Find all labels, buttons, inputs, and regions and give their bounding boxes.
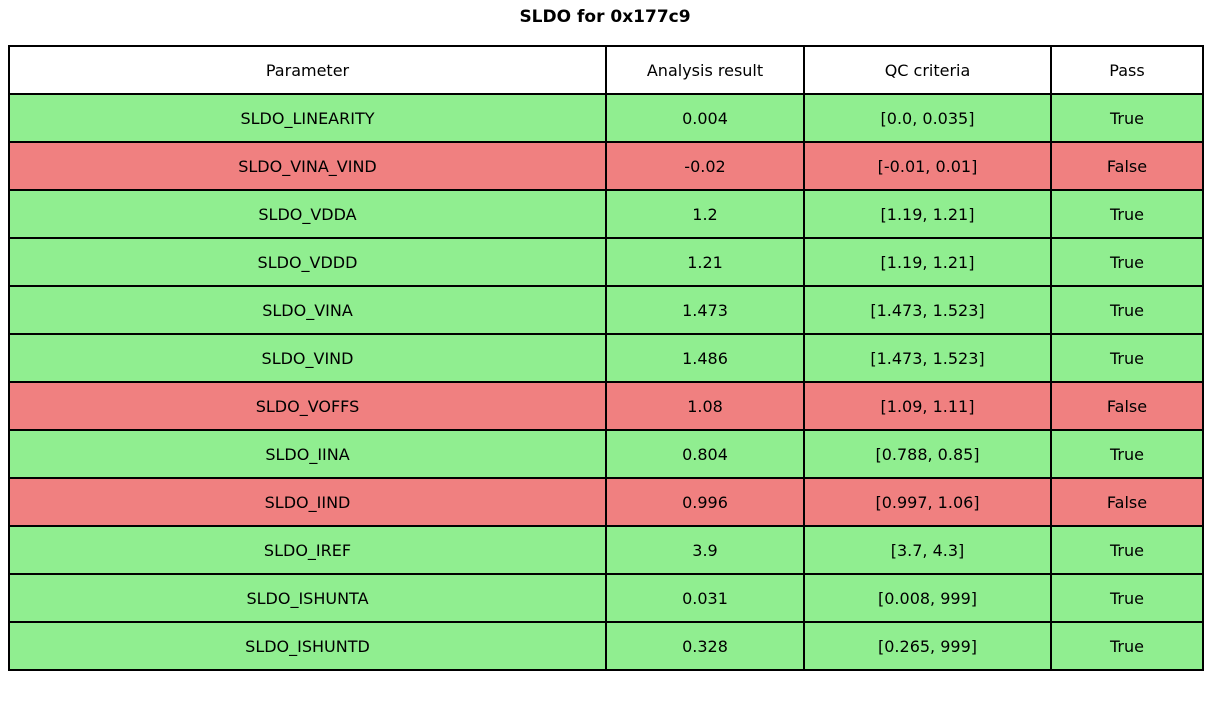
table-row: SLDO_IIND 0.996 [0.997, 1.06] False [8,477,1204,527]
analysis-result-cell: 0.804 [605,429,805,479]
analysis-result-cell: 1.21 [605,237,805,287]
parameter-cell: SLDO_VOFFS [8,381,607,431]
table-row: SLDO_ISHUNTA 0.031 [0.008, 999] True [8,573,1204,623]
qc-criteria-cell: [1.09, 1.11] [803,381,1052,431]
qc-results-table: Parameter Analysis result QC criteria Pa… [8,45,1204,671]
analysis-result-cell: 0.328 [605,621,805,671]
qc-criteria-cell: [1.473, 1.523] [803,333,1052,383]
analysis-result-cell: 1.2 [605,189,805,239]
parameter-cell: SLDO_ISHUNTD [8,621,607,671]
parameter-cell: SLDO_IIND [8,477,607,527]
table-row: SLDO_VOFFS 1.08 [1.09, 1.11] False [8,381,1204,431]
pass-cell: False [1050,141,1204,191]
col-header-pass: Pass [1050,45,1204,95]
table-row: SLDO_LINEARITY 0.004 [0.0, 0.035] True [8,93,1204,143]
table-row: SLDO_VDDA 1.2 [1.19, 1.21] True [8,189,1204,239]
pass-cell: True [1050,333,1204,383]
col-header-parameter: Parameter [8,45,607,95]
parameter-cell: SLDO_IINA [8,429,607,479]
qc-criteria-cell: [1.473, 1.523] [803,285,1052,335]
analysis-result-cell: 1.08 [605,381,805,431]
parameter-cell: SLDO_VINA [8,285,607,335]
parameter-cell: SLDO_VINA_VIND [8,141,607,191]
pass-cell: True [1050,93,1204,143]
qc-criteria-cell: [0.997, 1.06] [803,477,1052,527]
analysis-result-cell: 3.9 [605,525,805,575]
pass-cell: False [1050,381,1204,431]
col-header-analysis-result: Analysis result [605,45,805,95]
pass-cell: True [1050,573,1204,623]
qc-criteria-cell: [0.0, 0.035] [803,93,1052,143]
analysis-result-cell: 0.996 [605,477,805,527]
table-row: SLDO_ISHUNTD 0.328 [0.265, 999] True [8,621,1204,671]
table-row: SLDO_IINA 0.804 [0.788, 0.85] True [8,429,1204,479]
qc-criteria-cell: [-0.01, 0.01] [803,141,1052,191]
header-row: Parameter Analysis result QC criteria Pa… [8,45,1204,95]
table-row: SLDO_VIND 1.486 [1.473, 1.523] True [8,333,1204,383]
pass-cell: True [1050,621,1204,671]
pass-cell: True [1050,429,1204,479]
table-row: SLDO_VINA_VIND -0.02 [-0.01, 0.01] False [8,141,1204,191]
qc-criteria-cell: [1.19, 1.21] [803,237,1052,287]
parameter-cell: SLDO_VIND [8,333,607,383]
analysis-result-cell: 1.473 [605,285,805,335]
table-row: SLDO_IREF 3.9 [3.7, 4.3] True [8,525,1204,575]
parameter-cell: SLDO_ISHUNTA [8,573,607,623]
analysis-result-cell: 0.004 [605,93,805,143]
analysis-result-cell: 1.486 [605,333,805,383]
analysis-result-cell: -0.02 [605,141,805,191]
table-row: SLDO_VDDD 1.21 [1.19, 1.21] True [8,237,1204,287]
pass-cell: True [1050,237,1204,287]
analysis-result-cell: 0.031 [605,573,805,623]
page-title: SLDO for 0x177c9 [519,7,691,27]
table-body: SLDO_LINEARITY 0.004 [0.0, 0.035] True S… [8,93,1204,671]
parameter-cell: SLDO_VDDD [8,237,607,287]
pass-cell: False [1050,477,1204,527]
table-row: SLDO_VINA 1.473 [1.473, 1.523] True [8,285,1204,335]
parameter-cell: SLDO_LINEARITY [8,93,607,143]
pass-cell: True [1050,525,1204,575]
pass-cell: True [1050,285,1204,335]
qc-criteria-cell: [0.265, 999] [803,621,1052,671]
qc-criteria-cell: [0.008, 999] [803,573,1052,623]
parameter-cell: SLDO_IREF [8,525,607,575]
qc-criteria-cell: [0.788, 0.85] [803,429,1052,479]
qc-criteria-cell: [1.19, 1.21] [803,189,1052,239]
col-header-qc-criteria: QC criteria [803,45,1052,95]
qc-criteria-cell: [3.7, 4.3] [803,525,1052,575]
parameter-cell: SLDO_VDDA [8,189,607,239]
pass-cell: True [1050,189,1204,239]
